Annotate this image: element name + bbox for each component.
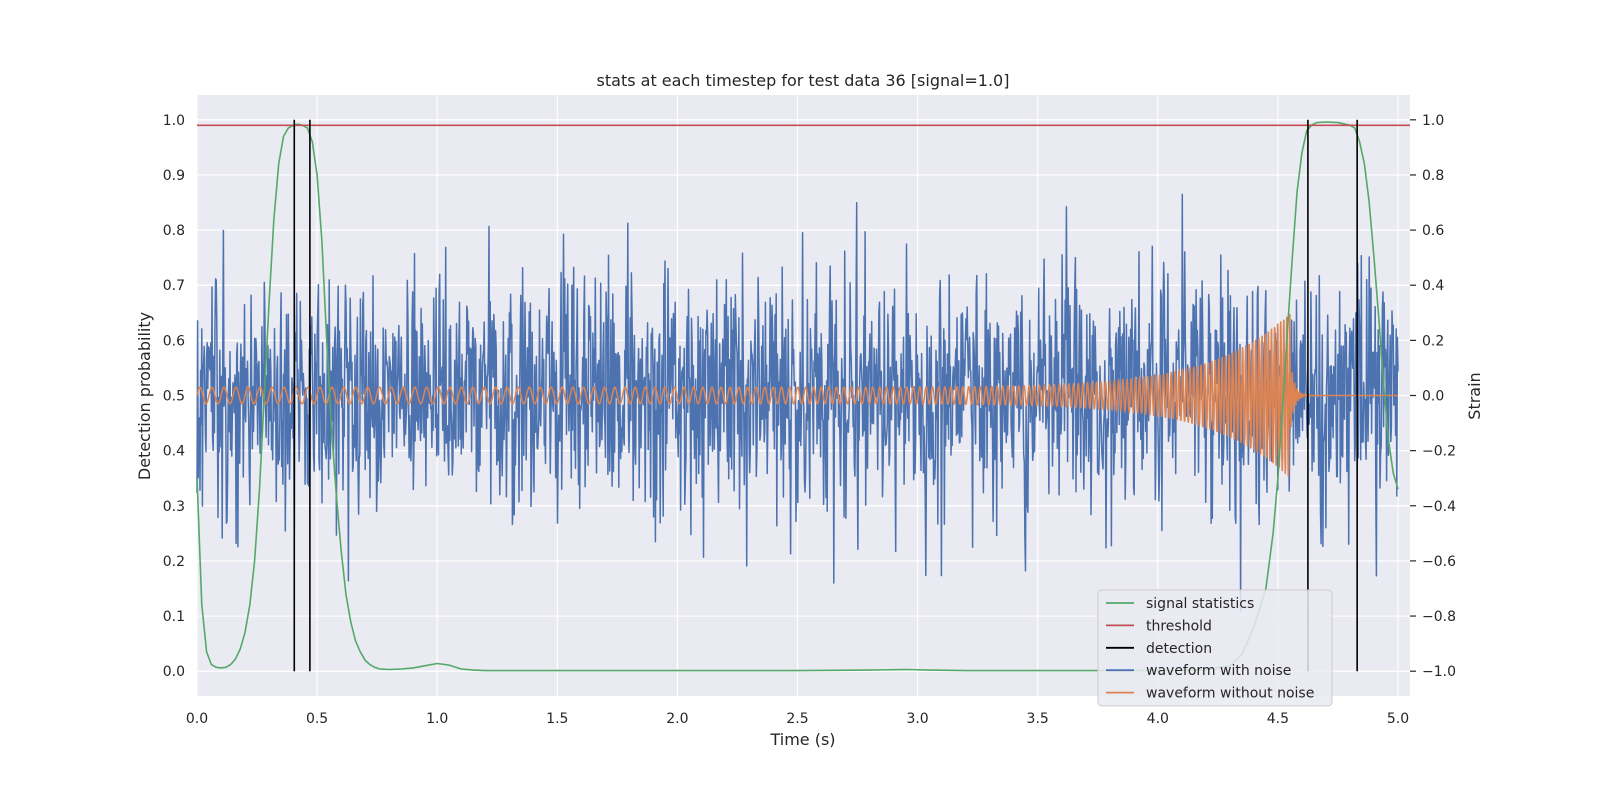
legend-entry: threshold (1146, 618, 1212, 634)
y-tick-label: 0.4 (163, 444, 185, 460)
x-tick-label: 4.0 (1147, 711, 1169, 727)
y-right-tick-label: 0.6 (1422, 223, 1444, 239)
ticks: 0.0 0.5 1.0 1.5 2.0 2.5 3.0 3.5 4.0 4.5 5.0 0.0 0.1 0… (163, 113, 1456, 727)
y-right-tick-label: −0.4 (1422, 499, 1456, 515)
series-layer (196, 119, 1410, 672)
y-right-tick-label: 0.8 (1422, 168, 1444, 184)
x-tick-label: 3.0 (906, 711, 928, 727)
y-tick-label: 0.2 (163, 554, 185, 570)
y-right-tick-label: 1.0 (1422, 113, 1444, 129)
y-tick-label: 0.3 (163, 499, 185, 515)
x-tick-label: 3.5 (1027, 711, 1049, 727)
y-tick-label: 0.7 (163, 278, 185, 294)
y-tick-label: 0.1 (163, 609, 185, 625)
x-tick-label: 5.0 (1387, 711, 1409, 727)
x-tick-label: 2.0 (666, 711, 688, 727)
y-right-tick-label: −0.2 (1422, 444, 1456, 460)
y-right-tick-label: −0.8 (1422, 609, 1456, 625)
legend-entry: detection (1146, 641, 1212, 657)
y-right-tick-label: −1.0 (1422, 664, 1456, 680)
y-right-tick-label: 0.4 (1422, 278, 1444, 294)
y-tick-label: 1.0 (163, 113, 185, 129)
y-tick-label: 0.8 (163, 223, 185, 239)
legend-box (1097, 589, 1333, 707)
x-tick-label: 1.5 (546, 711, 568, 727)
y-right-axis-label: Strain (1465, 372, 1484, 419)
x-tick-label: 0.5 (306, 711, 328, 727)
x-tick-label: 1.0 (426, 711, 448, 727)
y-tick-label: 0.6 (163, 333, 185, 349)
y-tick-label: 0.5 (163, 389, 185, 405)
series-waveform-with-noise (196, 193, 1399, 612)
y-right-tick-label: 0.2 (1422, 333, 1444, 349)
series-waveform-without-noise (196, 313, 1398, 477)
y-right-tick-label: 0.0 (1422, 389, 1444, 405)
x-axis-label: Time (s) (769, 730, 835, 749)
legend-entry: waveform with noise (1146, 663, 1291, 679)
y-right-tick-label: −0.6 (1422, 554, 1456, 570)
legend-entry: signal statistics (1146, 596, 1254, 612)
x-tick-label: 4.5 (1267, 711, 1289, 727)
y-tick-label: 0.0 (163, 664, 185, 680)
x-tick-label: 2.5 (786, 711, 808, 727)
x-tick-label: 0.0 (186, 711, 208, 727)
legend-entry: waveform without noise (1146, 686, 1314, 702)
y-axis-label: Detection probability (135, 312, 154, 480)
chart-title: stats at each timestep for test data 36 … (597, 71, 1010, 90)
legend: signal statistics threshold detection wavef… (1097, 589, 1333, 707)
y-tick-label: 0.9 (163, 168, 185, 184)
